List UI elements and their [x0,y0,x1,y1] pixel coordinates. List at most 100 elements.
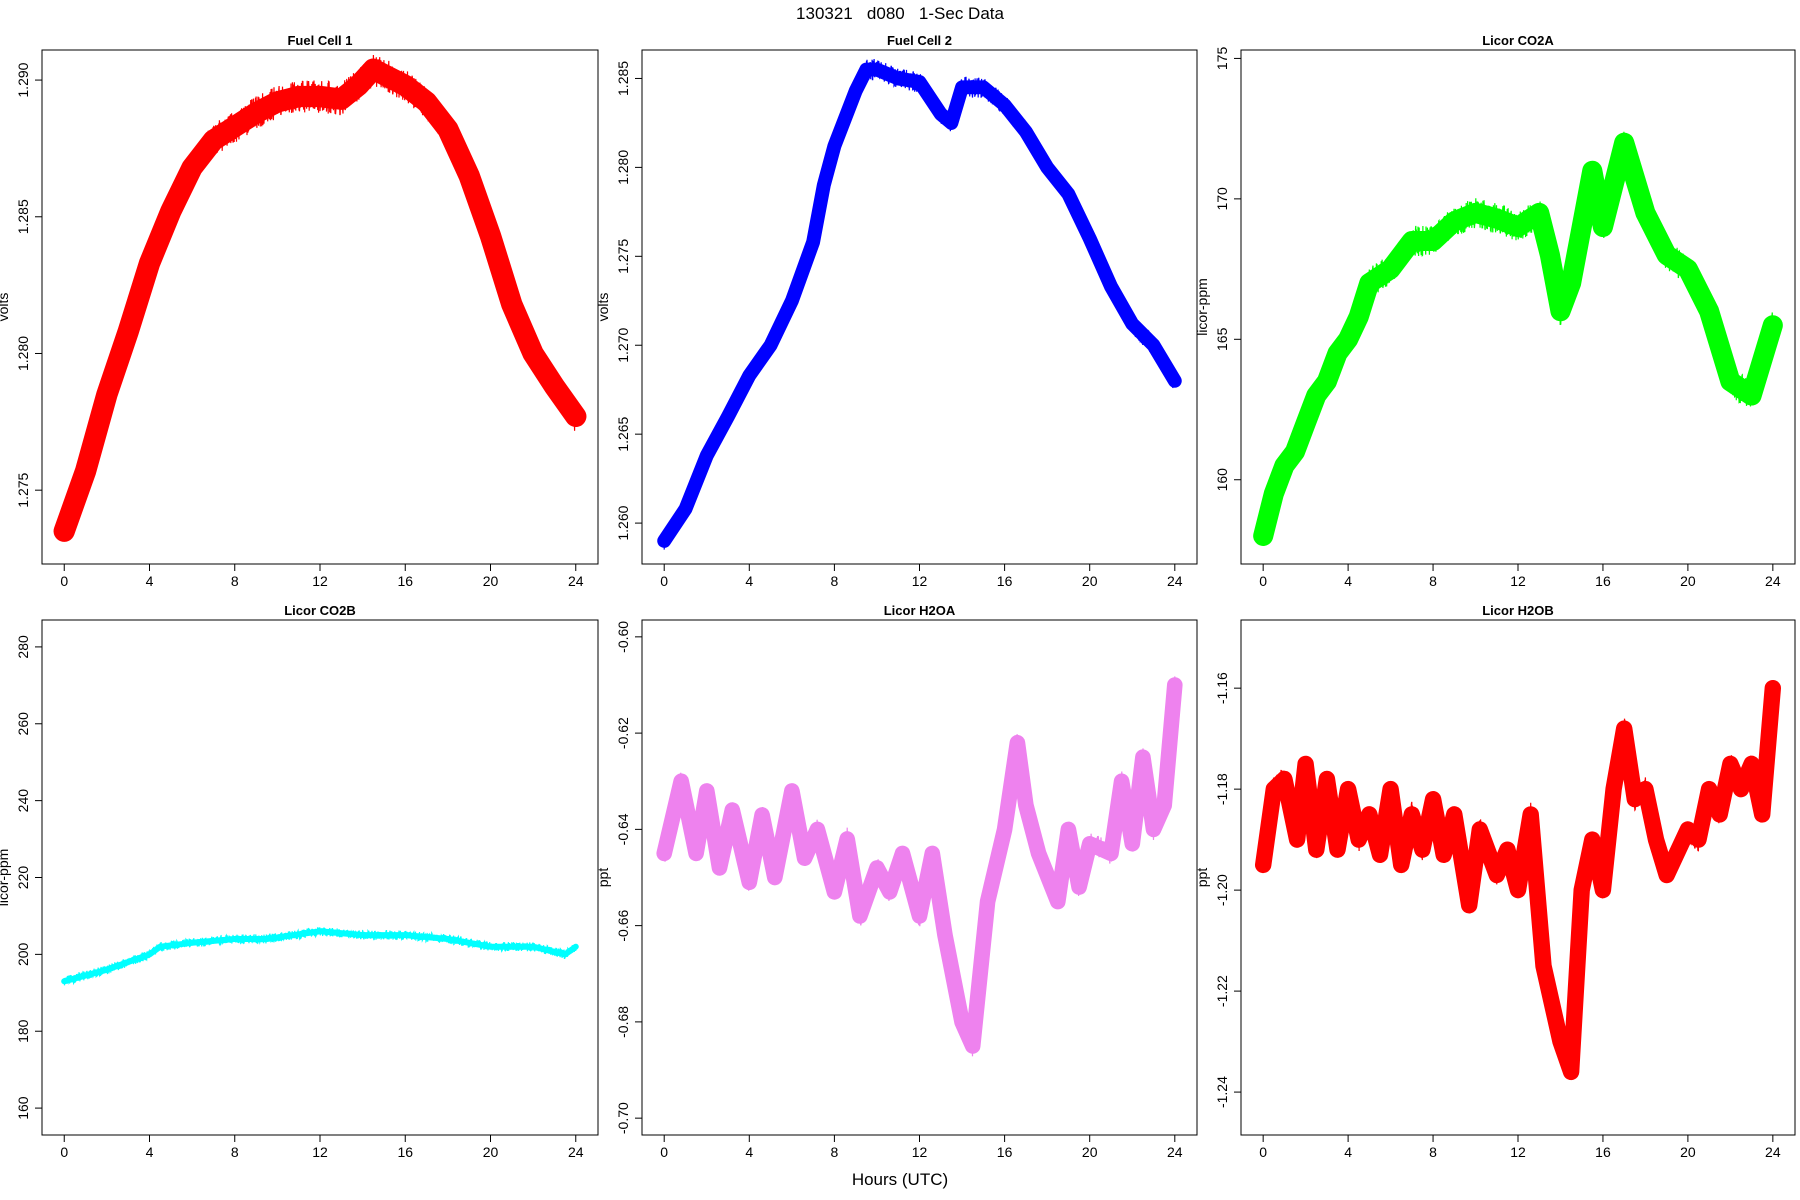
y-tick-label: 180 [15,1019,31,1043]
x-tick-label: 16 [997,573,1013,589]
series-band [1253,132,1783,546]
panel-title: Fuel Cell 1 [287,33,352,48]
x-tick-label: 0 [1259,573,1267,589]
y-tick-label: 1.280 [15,336,31,371]
x-tick-label: 12 [1510,1144,1526,1160]
y-tick-label: -0.68 [615,1006,631,1038]
x-tick-label: 20 [1082,1144,1098,1160]
chart-panel: Fuel Cell 2 volts 0 4 8 12 16 20 24 1.260 1.265 1.2… [595,33,1198,589]
y-tick-label: -1.24 [1214,1076,1230,1108]
y-tick-label: 165 [1214,327,1230,351]
y-tick-label: 1.275 [15,472,31,507]
panel-title: Fuel Cell 2 [887,33,952,48]
y-tick-label: 175 [1214,47,1230,71]
x-tick-label: 8 [1429,1144,1437,1160]
y-axis-label: licor-ppm [0,849,11,907]
x-tick-label: 8 [231,573,239,589]
series-band [1255,680,1781,1081]
x-tick-label: 0 [660,1144,668,1160]
y-tick-label: 1.285 [15,199,31,234]
panel-title: Licor H2OA [884,603,956,618]
x-tick-label: 20 [1680,573,1696,589]
y-tick-label: 170 [1214,187,1230,211]
page-title: 130321 d080 1-Sec Data [796,4,1004,23]
x-tick-label: 24 [1167,573,1183,589]
y-tick-label: -0.70 [615,1102,631,1134]
panel-title: Licor H2OB [1482,603,1554,618]
x-tick-label: 16 [1595,1144,1611,1160]
chart-panel: Licor H2OA ppt 0 4 8 12 16 20 24 -0.70 -0.68 -0.66 -… [595,603,1198,1160]
y-tick-label: -0.62 [615,717,631,749]
y-tick-label: 160 [15,1096,31,1120]
series-band [657,62,1182,548]
x-tick-label: 0 [1259,1144,1267,1160]
x-tick-label: 20 [1082,573,1098,589]
y-tick-label: 1.290 [15,62,31,97]
x-tick-label: 12 [312,1144,328,1160]
y-tick-label: -0.60 [615,621,631,653]
x-tick-label: 0 [60,573,68,589]
x-tick-label: 16 [997,1144,1013,1160]
y-tick-label: 1.280 [615,150,631,185]
chart-panel: Licor H2OB ppt 0 4 8 12 16 20 24 -1.24 -1.22 -1.20 -… [1194,603,1796,1160]
panel-title: Licor CO2A [1482,33,1554,48]
plot-frame [641,49,1198,565]
series-line [663,58,1176,550]
x-tick-label: 4 [1344,573,1352,589]
x-tick-label: 0 [660,573,668,589]
y-axis-label: ppt [1194,868,1210,888]
x-tick-label: 8 [231,1144,239,1160]
x-axis-label: Hours (UTC) [851,1170,949,1189]
chart-panel: Licor CO2A licor-ppm 0 4 8 12 16 20 24 160 165 170 1… [1194,33,1796,589]
x-tick-label: 8 [831,1144,839,1160]
x-tick-label: 24 [568,573,584,589]
x-tick-label: 12 [912,1144,928,1160]
x-tick-label: 4 [745,573,753,589]
y-axis-label: ppt [595,868,611,888]
x-tick-label: 24 [1765,573,1781,589]
x-tick-label: 24 [1765,1144,1781,1160]
x-tick-label: 4 [745,1144,753,1160]
y-tick-label: -0.64 [615,813,631,845]
y-tick-label: -0.66 [615,909,631,941]
x-tick-label: 0 [60,1144,68,1160]
x-tick-label: 8 [1429,573,1437,589]
y-tick-label: 1.285 [615,61,631,96]
x-tick-label: 4 [146,1144,154,1160]
x-tick-label: 16 [397,1144,413,1160]
x-tick-label: 24 [568,1144,584,1160]
x-tick-label: 12 [312,573,328,589]
x-tick-label: 16 [1595,573,1611,589]
panel-title: Licor CO2B [284,603,356,618]
x-tick-label: 12 [912,573,928,589]
y-tick-label: 260 [15,712,31,736]
y-tick-label: 240 [15,789,31,813]
plot-frame [41,619,599,1136]
y-axis-label: volts [595,293,611,322]
y-tick-label: 280 [15,635,31,659]
x-tick-label: 20 [1680,1144,1696,1160]
series-band [53,58,587,542]
y-axis-label: licor-ppm [1194,278,1210,336]
y-axis-label: volts [0,293,11,322]
y-tick-label: 1.260 [615,505,631,540]
y-tick-label: -1.22 [1214,975,1230,1007]
x-tick-label: 4 [1344,1144,1352,1160]
x-tick-label: 4 [146,573,154,589]
x-tick-label: 20 [483,573,499,589]
y-tick-label: 220 [15,866,31,890]
x-tick-label: 20 [483,1144,499,1160]
series-band [656,677,1183,1054]
x-tick-label: 12 [1510,573,1526,589]
y-tick-label: 200 [15,942,31,966]
chart-panel: Fuel Cell 1 volts 0 4 8 12 16 20 24 1.275 1.280 1.2… [0,33,599,589]
x-tick-label: 8 [831,573,839,589]
y-tick-label: 1.275 [615,239,631,274]
chart-panel: Licor CO2B licor-ppm 0 4 8 12 16 20 24 160 180 200 2… [0,603,599,1160]
x-tick-label: 16 [397,573,413,589]
y-tick-label: 1.265 [615,416,631,451]
series-band [61,928,579,985]
y-tick-label: 1.270 [615,328,631,363]
y-tick-label: -1.16 [1214,672,1230,704]
